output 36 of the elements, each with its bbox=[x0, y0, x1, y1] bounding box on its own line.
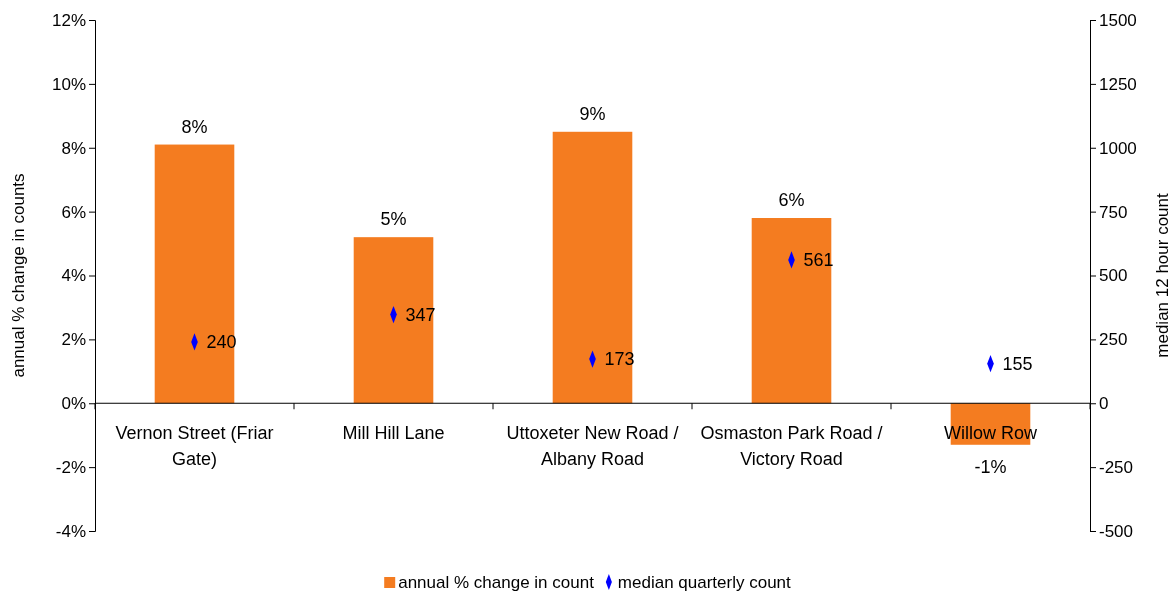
y2-tick-label: 1500 bbox=[1099, 10, 1137, 30]
y-tick-label: 12% bbox=[51, 10, 86, 30]
x-tick-label: Uttoxeter New Road / Albany Road bbox=[506, 423, 679, 470]
y-tick-label: 2% bbox=[61, 330, 86, 350]
y2-tick-label: 0 bbox=[1099, 394, 1109, 414]
data-label: 9% bbox=[579, 103, 606, 124]
y2-tick-label: 1000 bbox=[1099, 138, 1137, 158]
y2-axis-title: median 12 hour count bbox=[1153, 193, 1172, 358]
y2-tick-label: 1250 bbox=[1099, 74, 1137, 94]
y-tick-label: 0% bbox=[61, 394, 86, 414]
y2-tick-label: 250 bbox=[1099, 330, 1128, 350]
y-tick-label: 4% bbox=[61, 266, 86, 286]
bar bbox=[552, 131, 633, 404]
y2-tick-label: 750 bbox=[1099, 202, 1128, 222]
y-tick-label: -4% bbox=[55, 521, 86, 541]
x-tick-label: Osmaston Park Road / Victory Road bbox=[700, 423, 883, 470]
y-tick-label: 10% bbox=[51, 74, 86, 94]
data-label: -1% bbox=[974, 456, 1007, 477]
x-tick-label: Mill Hill Lane bbox=[342, 423, 445, 444]
legend-label: annual % change in count bbox=[398, 573, 595, 592]
y-tick-label: 8% bbox=[61, 138, 86, 158]
x-tick-label: Vernon Street (Friar Gate) bbox=[115, 423, 274, 470]
data-label: 5% bbox=[380, 209, 407, 230]
bar bbox=[353, 237, 434, 404]
bar bbox=[154, 144, 235, 404]
bar bbox=[751, 218, 832, 404]
y-axis-title: annual % change in counts bbox=[9, 173, 28, 378]
y2-tick-label: -250 bbox=[1099, 458, 1134, 478]
data-label: 155 bbox=[1002, 353, 1033, 374]
data-label: 8% bbox=[181, 116, 208, 137]
y2-tick-label: 500 bbox=[1099, 266, 1128, 286]
y2-tick-label: -500 bbox=[1099, 521, 1134, 541]
data-label: 6% bbox=[778, 190, 805, 211]
legend-label: median quarterly count bbox=[617, 573, 792, 592]
y-tick-label: 6% bbox=[61, 202, 86, 222]
y-tick-label: -2% bbox=[55, 458, 86, 478]
